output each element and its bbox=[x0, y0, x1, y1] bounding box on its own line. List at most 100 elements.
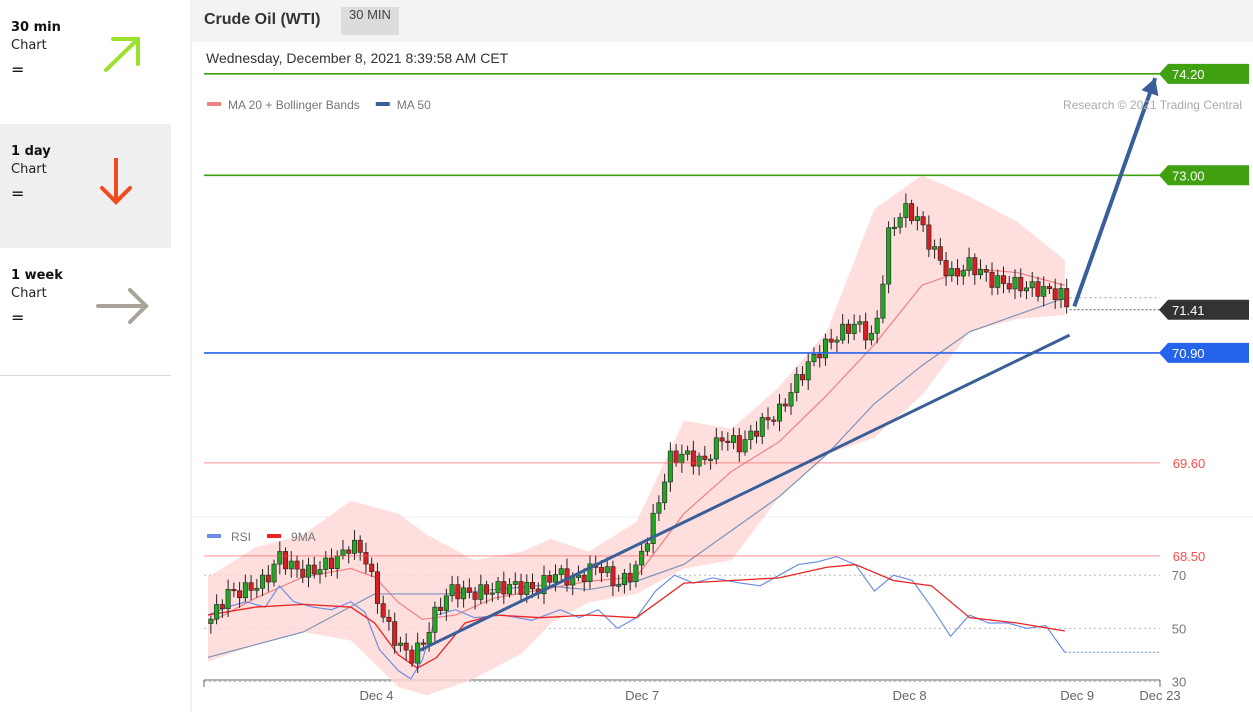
candle-body bbox=[242, 582, 248, 599]
candle-body bbox=[725, 440, 731, 443]
candle-body bbox=[524, 582, 530, 595]
candle-body bbox=[420, 642, 426, 645]
legend-swatch bbox=[207, 102, 221, 106]
candle-body bbox=[306, 564, 312, 578]
candle-body bbox=[909, 203, 915, 221]
candle-body bbox=[283, 551, 289, 570]
candle-body bbox=[478, 584, 484, 600]
candle-body bbox=[702, 455, 708, 460]
candle-body bbox=[719, 437, 725, 442]
candle-body bbox=[926, 224, 932, 250]
candle-body bbox=[966, 257, 972, 271]
level-tag bbox=[1159, 63, 1249, 84]
chart-datetime: Wednesday, December 8, 2021 8:39:58 AM C… bbox=[206, 50, 509, 66]
candle-body bbox=[731, 435, 737, 443]
candle-body bbox=[656, 502, 662, 514]
timeframe-badge[interactable]: 30 MIN bbox=[341, 7, 399, 35]
candle-body bbox=[989, 271, 995, 288]
candle-body bbox=[845, 323, 851, 334]
candle-body bbox=[903, 203, 909, 218]
candle-body bbox=[679, 453, 685, 464]
candle-body bbox=[1029, 281, 1035, 289]
candle-body bbox=[323, 557, 329, 570]
candle-body bbox=[472, 592, 478, 600]
candle-body bbox=[357, 539, 363, 553]
candle-body bbox=[811, 354, 817, 363]
candle-body bbox=[432, 606, 438, 633]
candle-body bbox=[857, 321, 863, 325]
candle-body bbox=[621, 572, 627, 586]
candle-body bbox=[610, 566, 616, 587]
candle-body bbox=[1064, 288, 1070, 308]
level-tag bbox=[1159, 299, 1249, 320]
candle-body bbox=[960, 270, 966, 277]
rsi-tick-label: 70 bbox=[1172, 568, 1186, 583]
timeframe-period: 1 week bbox=[11, 268, 63, 283]
candle-body bbox=[742, 439, 748, 453]
timeframe-state: = bbox=[11, 60, 25, 79]
candle-body bbox=[834, 339, 840, 343]
candle-body bbox=[972, 257, 978, 276]
rsi-ma9-line bbox=[207, 563, 1065, 669]
candle-body bbox=[1046, 286, 1052, 290]
level-tag bbox=[1159, 165, 1249, 186]
arrow-down-icon bbox=[100, 158, 132, 205]
rsi-tick-label: 30 bbox=[1172, 674, 1186, 689]
candle-body bbox=[1001, 275, 1007, 284]
legend-label: 9MA bbox=[291, 530, 316, 544]
timeframe-30min[interactable]: 30 min Chart = bbox=[0, 0, 171, 124]
x-tick-label: Dec 8 bbox=[893, 688, 927, 703]
x-tick-label: Dec 23 bbox=[1139, 688, 1180, 703]
candle-body bbox=[374, 571, 380, 604]
candle-body bbox=[874, 317, 880, 334]
candle-body bbox=[495, 581, 501, 594]
level-label: 70.90 bbox=[1172, 346, 1205, 361]
candle-body bbox=[604, 566, 610, 573]
projection-arrow bbox=[1072, 77, 1158, 308]
candle-body bbox=[690, 450, 696, 467]
chart-credit: Research © 2021 Trading Central bbox=[1063, 98, 1242, 112]
candle-body bbox=[777, 403, 783, 422]
candle-body bbox=[271, 563, 277, 583]
candle-body bbox=[708, 458, 714, 461]
candle-body bbox=[392, 621, 398, 646]
candle-body bbox=[311, 564, 317, 575]
candle-body bbox=[328, 557, 334, 569]
candle-body bbox=[512, 581, 518, 585]
candle-body bbox=[575, 574, 581, 578]
candle-body bbox=[1041, 286, 1047, 297]
candle-body bbox=[685, 450, 691, 455]
candle-body bbox=[616, 584, 622, 587]
candle-body bbox=[484, 584, 490, 595]
candle-body bbox=[880, 283, 886, 319]
candle-body bbox=[288, 560, 294, 570]
legend-swatch bbox=[207, 534, 221, 538]
candle-body bbox=[1012, 276, 1018, 290]
candle-body bbox=[466, 587, 472, 593]
candle-body bbox=[294, 560, 300, 570]
candle-body bbox=[949, 268, 955, 277]
candle-body bbox=[598, 567, 604, 573]
level-label: 68.50 bbox=[1173, 549, 1206, 564]
candle-body bbox=[409, 649, 415, 664]
candle-body bbox=[501, 581, 507, 595]
candle-body bbox=[696, 455, 702, 467]
timeframe-label: Chart bbox=[11, 286, 47, 301]
timeframe-period: 1 day bbox=[11, 144, 51, 159]
candle-body bbox=[300, 568, 306, 578]
candle-body bbox=[863, 321, 869, 341]
candle-body bbox=[1023, 287, 1029, 292]
candle-body bbox=[937, 246, 943, 261]
candle-body bbox=[822, 338, 828, 359]
timeframe-sidebar: 30 min Chart = 1 day Chart = 1 week Char… bbox=[0, 0, 171, 376]
legend-label: RSI bbox=[231, 530, 251, 544]
timeframe-1week[interactable]: 1 week Chart = bbox=[0, 248, 171, 372]
level-label: 71.41 bbox=[1172, 303, 1205, 318]
candle-body bbox=[397, 642, 403, 646]
candle-body bbox=[983, 269, 989, 273]
arrow-up-right-icon bbox=[104, 37, 140, 72]
candle-body bbox=[443, 595, 449, 611]
timeframe-1day[interactable]: 1 day Chart = bbox=[0, 124, 171, 248]
candle-body bbox=[891, 226, 897, 230]
